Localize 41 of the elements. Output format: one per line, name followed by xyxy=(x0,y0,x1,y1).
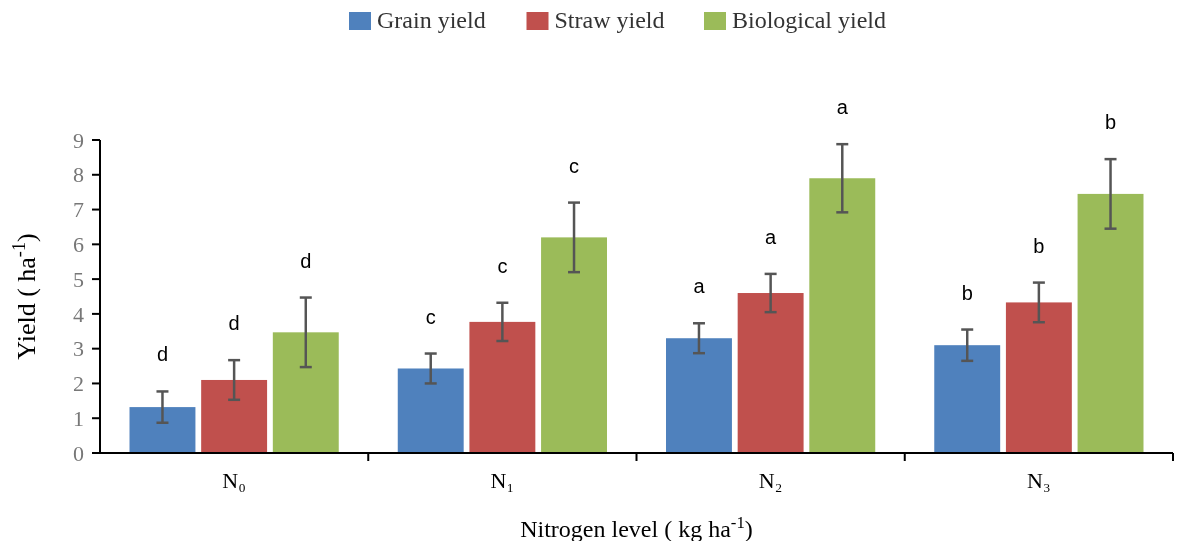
x-tick-label: N₀ xyxy=(222,468,246,493)
legend-label: Biological yield xyxy=(732,7,886,33)
x-tick-label: N₁ xyxy=(490,468,515,493)
data-label: c xyxy=(425,305,436,328)
data-label: d xyxy=(156,343,169,366)
bar xyxy=(1077,193,1144,453)
y-tick-label: 7 xyxy=(73,197,84,223)
bar xyxy=(666,338,732,453)
data-label: b xyxy=(961,281,973,304)
data-label: d xyxy=(300,249,312,272)
legend-label: Straw yield xyxy=(554,7,665,33)
data-label: a xyxy=(693,275,706,298)
y-tick-label: 4 xyxy=(73,301,84,327)
y-tick-label: 8 xyxy=(73,162,84,188)
y-tick-label: 0 xyxy=(73,440,84,466)
bar xyxy=(397,368,464,453)
data-label: b xyxy=(1033,234,1045,257)
bar xyxy=(201,379,268,453)
bar xyxy=(737,293,804,453)
bar xyxy=(272,332,339,453)
bar xyxy=(541,237,607,453)
data-label: c xyxy=(497,254,508,277)
x-tick-label: N₂ xyxy=(758,468,783,493)
bar xyxy=(1005,302,1072,453)
data-label: d xyxy=(228,312,240,335)
y-tick-label: 9 xyxy=(73,127,84,153)
y-tick-label: 3 xyxy=(73,336,84,362)
y-tick-label: 1 xyxy=(73,405,84,431)
y-tick-label: 6 xyxy=(73,232,84,258)
x-tick-label: N₃ xyxy=(1027,468,1051,493)
bar xyxy=(129,407,196,453)
data-label: a xyxy=(765,225,778,248)
bar xyxy=(469,321,536,453)
data-label: b xyxy=(1104,111,1117,134)
data-label: a xyxy=(836,96,849,119)
bar xyxy=(934,345,1001,453)
y-tick-label: 5 xyxy=(73,266,84,292)
y-tick-label: 2 xyxy=(73,371,84,397)
legend-label: Grain yield xyxy=(377,7,486,33)
data-label: c xyxy=(569,154,580,177)
bar xyxy=(809,178,876,453)
